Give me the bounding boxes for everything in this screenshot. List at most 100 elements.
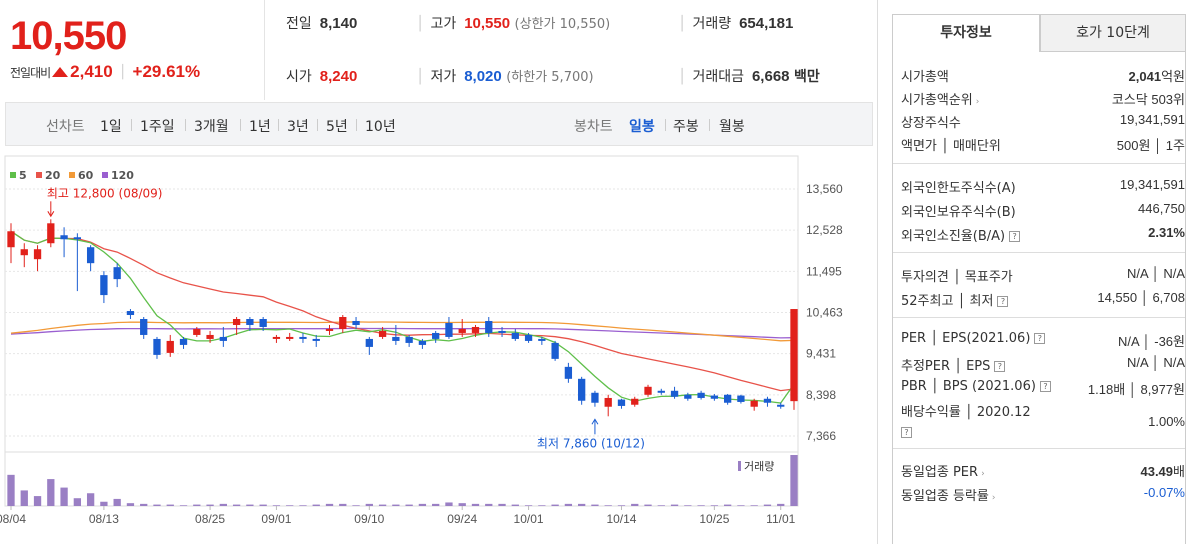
period-1y[interactable]: 1년 <box>249 119 271 135</box>
candle-body <box>777 404 785 407</box>
legend-swatch <box>10 172 16 178</box>
prev-close: 전일 8,140 <box>286 15 358 32</box>
y-tick-label: 7,366 <box>806 429 836 443</box>
per-row: PER │ EPS(2021.06)? N/A │ -36원 <box>901 331 1185 349</box>
candle-body <box>524 334 533 341</box>
candle-body <box>365 338 373 347</box>
volume-bar <box>458 503 466 506</box>
help-icon[interactable]: ? <box>1039 381 1051 392</box>
candle-body <box>551 342 559 359</box>
x-tick-label: 08/13 <box>89 512 119 526</box>
candle-body <box>179 338 188 345</box>
help-icon[interactable]: ? <box>901 427 912 438</box>
tab-investment-info[interactable]: 투자정보 <box>892 14 1040 52</box>
x-tick-label: 09/10 <box>354 512 384 526</box>
volume-bar <box>166 504 174 506</box>
period-3m[interactable]: 3개월 <box>194 119 229 135</box>
candle-body <box>670 390 679 397</box>
volume-bar <box>246 504 254 506</box>
candle-body <box>153 338 161 355</box>
volume-bar <box>405 504 413 506</box>
dividend-row: 배당수익률 │ 2020.12? 1.00% <box>901 405 1185 438</box>
candlestick-chart: 7,366 8,398 9,431 10,463 11,495 12,528 13,560 5… <box>0 155 843 526</box>
quote-grid: 전일 8,140 │ 고가 10,550 (상한가 10,550) │ 거래량 654,1… <box>266 0 878 100</box>
volume-bar <box>7 474 15 506</box>
help-icon[interactable]: ? <box>997 296 1009 307</box>
industry-rate-row: 동일업종 등락률 › -0.07% <box>901 485 1185 504</box>
ma-20-line <box>10 230 795 392</box>
change-label: 전일대비 <box>10 65 51 80</box>
help-icon[interactable]: ? <box>1034 333 1046 344</box>
y-tick-label: 13,560 <box>806 182 843 196</box>
volume-bar <box>564 503 573 506</box>
candle-body <box>485 320 493 333</box>
volume-bar <box>206 504 214 506</box>
period-3y[interactable]: 3년 <box>287 119 309 135</box>
candle-body <box>432 332 440 339</box>
est-per-row: 추정PER │ EPS? N/A │ N/A <box>901 355 1185 374</box>
candle-body <box>325 328 334 331</box>
candle-daily[interactable]: 일봉 <box>629 119 655 135</box>
caret-right-icon[interactable]: › <box>975 97 980 107</box>
volume-bar <box>392 504 400 506</box>
candle-body <box>246 319 254 325</box>
volume-bar <box>219 503 227 506</box>
candle-body <box>166 340 174 353</box>
foreign-hold-row: 외국인보유주식수(B) 446,750 <box>901 201 1185 220</box>
caret-right-icon[interactable]: › <box>981 469 985 479</box>
plot-frame <box>4 155 799 507</box>
volume-bar <box>710 505 719 506</box>
candle-body <box>631 398 639 405</box>
volume-bar <box>113 498 121 506</box>
period-5y[interactable]: 5년 <box>326 119 348 135</box>
high-arrow-icon <box>47 211 55 218</box>
volume-bar <box>604 505 612 506</box>
current-price: 10,550 <box>10 14 127 58</box>
candle-body <box>73 237 82 240</box>
candle-body <box>710 395 719 399</box>
legend-swatch <box>36 172 42 178</box>
candle-body <box>684 394 692 399</box>
tab-orderbook[interactable]: 호가 10단계 <box>1040 14 1186 52</box>
y-tick-label: 12,528 <box>806 223 843 237</box>
period-1d[interactable]: 1일 <box>100 119 122 135</box>
period-10y[interactable]: 10년 <box>365 119 396 135</box>
candle-body <box>750 400 758 407</box>
volume-bar <box>631 503 639 506</box>
volume-bar <box>498 503 506 506</box>
candle-body <box>339 317 347 329</box>
candle-body <box>33 249 42 260</box>
market-cap-rank-row: 시가총액순위 › 코스닥 503위 <box>901 92 1185 108</box>
candle-body <box>763 398 772 403</box>
candle-body <box>20 249 28 256</box>
candle-weekly[interactable]: 주봉 <box>673 119 699 135</box>
volume-bar <box>684 505 692 506</box>
opinion-row: 투자의견 │ 목표주가 N/A │ N/A <box>901 266 1185 285</box>
candle-body <box>219 336 227 341</box>
change-rate: +29.61% <box>132 62 201 81</box>
candle-monthly[interactable]: 월봉 <box>719 119 745 135</box>
volume-bar <box>750 505 758 506</box>
volume-bar <box>524 505 533 506</box>
volume-bar <box>763 504 772 506</box>
x-tick-label: 10/25 <box>699 512 729 526</box>
volume-bar <box>578 503 586 506</box>
candle-body <box>299 336 307 339</box>
candle-body <box>140 319 148 335</box>
caret-right-icon[interactable]: › <box>991 493 996 503</box>
y-tick-label: 11,495 <box>806 264 842 278</box>
period-1w[interactable]: 1주일 <box>140 119 175 135</box>
help-icon[interactable]: ? <box>1009 231 1021 242</box>
volume-bar <box>777 503 785 506</box>
day-low: │ 저가 8,020 (하한가 5,700) <box>416 68 594 85</box>
volume-bar <box>193 504 201 506</box>
ma-120-line <box>10 327 795 339</box>
candle-body <box>511 332 519 339</box>
volume-bar <box>312 504 320 506</box>
x-tick-label: 10/01 <box>514 512 544 526</box>
candle-body <box>538 338 546 341</box>
candle-body <box>193 328 201 335</box>
help-icon[interactable]: ? <box>994 361 1006 372</box>
up-arrow-icon <box>52 67 69 77</box>
volume-bar <box>551 504 559 506</box>
